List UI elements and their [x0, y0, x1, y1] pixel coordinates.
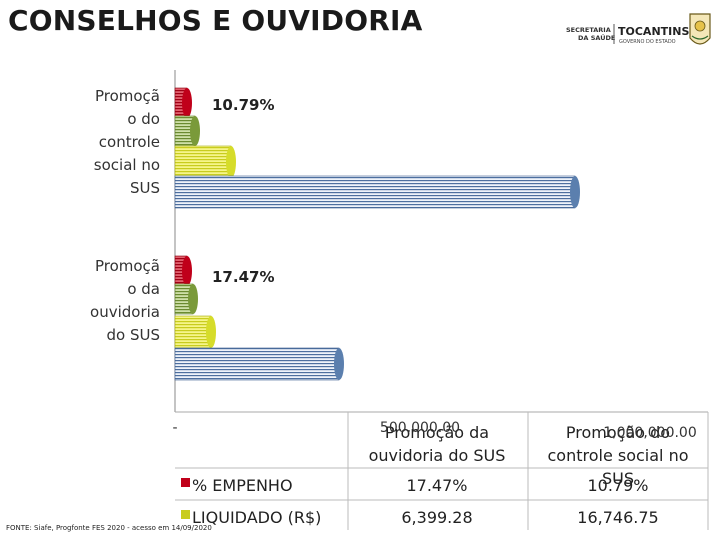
table-header-controle-line: Promoção do — [566, 423, 670, 442]
logo-estado: TOCANTINS — [618, 25, 689, 38]
coat-of-arms-icon — [689, 13, 711, 45]
bar-cap-red-controle-social — [182, 88, 192, 118]
government-logo: SECRETARIA DA SAÚDE TOCANTINS GOVERNO DO… — [566, 13, 711, 45]
x-tick-label: 1,000,000.00 — [603, 425, 697, 441]
table-header-controle-line: controle social no — [547, 446, 688, 465]
x-tick-label: 500,000.00 — [380, 420, 460, 436]
category-label-line: o da — [127, 280, 160, 298]
bar-blue-controle-social — [174, 175, 576, 209]
category-label-line: controle — [99, 133, 160, 151]
category-label-line: Promoçã — [95, 257, 160, 275]
category-label-line: o do — [127, 110, 160, 128]
legend-label-empenho: % EMPENHO — [192, 476, 293, 495]
source-note: FONTE: Siafe, Progfonte FES 2020 - acess… — [6, 524, 212, 532]
x-tick-label: - — [172, 420, 177, 436]
legend-swatch-liquidado — [181, 510, 190, 519]
category-label-line: Promoçã — [95, 87, 160, 105]
bar-cap-yellow-ouvidoria — [206, 316, 216, 348]
data-table: Promoção da ouvidoria do SUS Promoção do… — [175, 412, 709, 530]
legend-label-liquidado: LIQUIDADO (R$) — [192, 508, 321, 527]
page-title: CONSELHOS E OUVIDORIA — [8, 4, 423, 37]
data-label-empenho-ouvidoria: 17.47% — [212, 268, 274, 286]
bar-yellow-ouvidoria — [174, 315, 212, 349]
logo-secretaria-line1: SECRETARIA — [566, 26, 611, 34]
table-header-controle-line: SUS — [602, 469, 634, 488]
table-header-ouvidoria-line: Promoção da — [385, 423, 489, 442]
bar-cap-blue-controle-social — [570, 176, 580, 208]
bar-cap-red-ouvidoria — [182, 256, 192, 286]
bar-cap-yellow-controle-social — [226, 146, 236, 178]
bar-cap-green-ouvidoria — [188, 284, 198, 314]
category-label-line: do SUS — [107, 326, 161, 344]
data-label-empenho-controle-social: 10.79% — [212, 96, 274, 114]
category-label-line: social no — [94, 156, 160, 174]
bar-cap-green-controle-social — [190, 116, 200, 146]
category-group-ouvidoria — [174, 255, 344, 381]
header-logos: SECRETARIA DA SAÚDE TOCANTINS GOVERNO DO… — [556, 4, 716, 58]
category-label-controle-social: Promoçã o do controle social no SUS — [94, 87, 160, 197]
table-cell-empenho-controle: 10.79% — [587, 476, 648, 495]
table-cell-liquidado-ouvidoria: 6,399.28 — [401, 508, 472, 527]
bar-blue-ouvidoria — [174, 347, 340, 381]
logo-secretaria-line2: DA SAÚDE — [578, 33, 615, 42]
table-cell-empenho-ouvidoria: 17.47% — [406, 476, 467, 495]
bar-yellow-controle-social — [174, 145, 232, 179]
table-cell-liquidado-controle: 16,746.75 — [577, 508, 658, 527]
legend-swatch-empenho — [181, 478, 190, 487]
logo-governo: GOVERNO DO ESTADO — [619, 39, 676, 45]
table-header-ouvidoria-line: ouvidoria do SUS — [369, 446, 506, 465]
bar-cap-blue-ouvidoria — [334, 348, 344, 380]
category-label-line: SUS — [130, 179, 160, 197]
category-label-line: ouvidoria — [90, 303, 160, 321]
category-label-ouvidoria: Promoçã o da ouvidoria do SUS — [90, 257, 160, 344]
category-group-controle-social — [174, 87, 580, 209]
